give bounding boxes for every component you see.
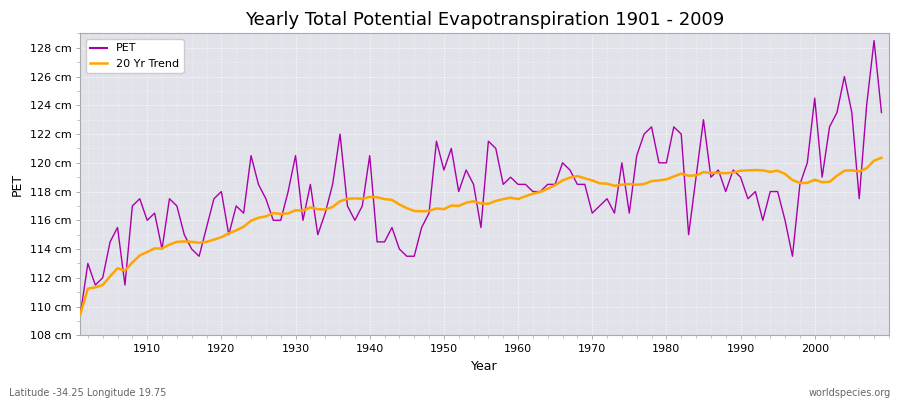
- PET: [134, 196, 145, 201]
- 20 Yr Trend: [513, 197, 524, 202]
- PET: [513, 182, 524, 187]
- 20 Yr Trend: [601, 181, 612, 186]
- 20 Yr Trend: [876, 155, 886, 160]
- PET: [868, 38, 879, 43]
- PET: [601, 196, 612, 201]
- 20 Yr Trend: [505, 195, 516, 200]
- 20 Yr Trend: [342, 196, 353, 201]
- Line: PET: PET: [80, 41, 881, 314]
- Title: Yearly Total Potential Evapotranspiration 1901 - 2009: Yearly Total Potential Evapotranspiratio…: [245, 11, 724, 29]
- 20 Yr Trend: [134, 253, 145, 258]
- Line: 20 Yr Trend: 20 Yr Trend: [80, 158, 881, 314]
- PET: [342, 204, 353, 208]
- PET: [75, 311, 86, 316]
- 20 Yr Trend: [298, 208, 309, 213]
- X-axis label: Year: Year: [472, 360, 498, 373]
- PET: [505, 175, 516, 180]
- Legend: PET, 20 Yr Trend: PET, 20 Yr Trend: [86, 39, 184, 74]
- Y-axis label: PET: PET: [11, 173, 24, 196]
- PET: [876, 110, 886, 115]
- 20 Yr Trend: [75, 311, 86, 316]
- PET: [298, 218, 309, 223]
- Text: worldspecies.org: worldspecies.org: [809, 388, 891, 398]
- Text: Latitude -34.25 Longitude 19.75: Latitude -34.25 Longitude 19.75: [9, 388, 166, 398]
